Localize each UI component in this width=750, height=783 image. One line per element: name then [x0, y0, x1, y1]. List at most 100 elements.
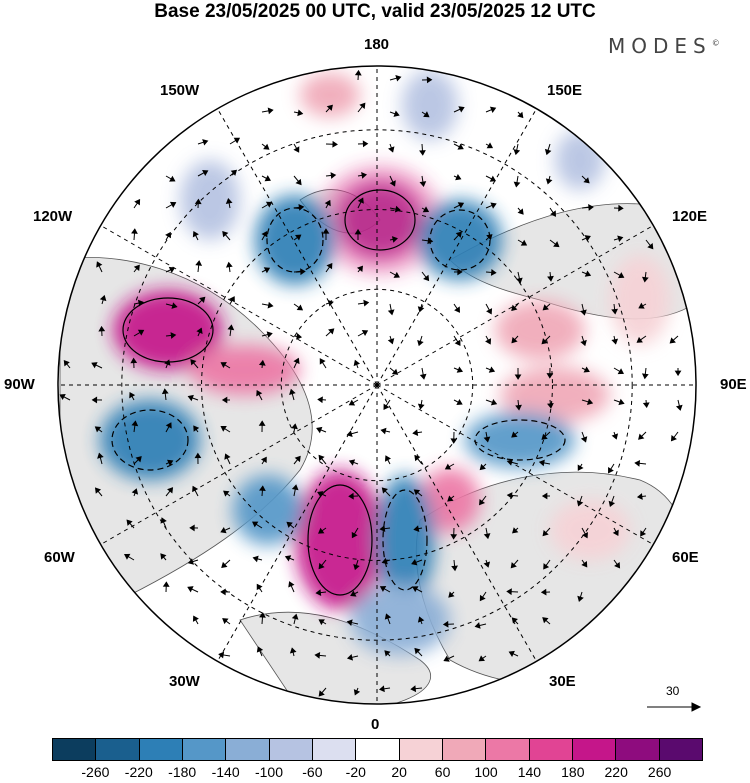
wind-arrowhead [513, 181, 521, 188]
colorbar-cell [529, 739, 573, 760]
wind-arrowhead [447, 495, 454, 502]
wind-arrowhead [384, 455, 391, 462]
wind-arrowhead [192, 230, 199, 238]
wind-arrowhead [455, 173, 462, 181]
wind-arrowhead [513, 149, 521, 156]
wind-arrowhead [384, 650, 391, 657]
wind-arrowhead [379, 525, 386, 533]
meridian-line [376, 384, 654, 545]
graticule [58, 66, 696, 704]
wind-arrowhead [220, 425, 227, 432]
wind-arrowhead [346, 430, 353, 437]
wind-arrowhead [547, 402, 554, 409]
wind-arrowhead [63, 360, 70, 367]
wind-arrowhead [517, 208, 524, 215]
wind-arrowhead [351, 531, 358, 539]
wind-arrowhead [381, 557, 388, 565]
wind-arrowhead [298, 204, 305, 211]
wind-arrowhead [669, 337, 676, 344]
colorbar-cell [139, 739, 183, 760]
wind-arrowhead [419, 181, 427, 187]
wind-arrowhead [516, 277, 523, 284]
wind-arrowhead [98, 325, 106, 332]
latitude-circle [121, 129, 633, 641]
wind-arrowhead [222, 618, 229, 625]
wind-arrowhead [456, 366, 464, 373]
wind-arrowhead [618, 204, 624, 212]
wind-arrowhead [318, 690, 325, 697]
wind-arrowhead [451, 565, 458, 572]
wind-arrowhead [251, 521, 259, 528]
wind-arrowhead [126, 519, 133, 526]
wind-arrowhead [223, 490, 230, 497]
wind-arrowhead [634, 459, 641, 467]
lon-label-0: 0 [371, 716, 380, 733]
colorbar-tick-label: 20 [391, 764, 407, 780]
colorbar-tick-label: -20 [345, 764, 366, 780]
wind-arrowhead [193, 425, 200, 432]
latitude-circle [280, 288, 474, 482]
wind-arrowhead [490, 269, 497, 276]
wind-arrowhead [510, 562, 517, 569]
wind-arrowhead [353, 563, 360, 571]
wind-arrowhead [187, 394, 194, 402]
wind-arrowhead [220, 527, 227, 534]
wind-arrowhead [297, 109, 304, 117]
lon-label-60w: 60W [44, 549, 75, 566]
wind-arrowhead [318, 619, 325, 626]
wind-arrowhead [393, 271, 400, 278]
wind-arrowhead [506, 492, 513, 499]
wind-arrowhead [230, 169, 238, 176]
latitude-circle [201, 209, 553, 561]
wind-arrowhead [131, 488, 139, 495]
lon-label-30e: 30E [549, 673, 576, 690]
wind-arrowhead [350, 590, 357, 597]
wind-arrowhead [444, 463, 452, 470]
wind-arrowhead [359, 102, 366, 109]
colorbar-cell [226, 739, 270, 760]
wind-arrowhead [419, 373, 427, 380]
brand-logo: MODES© [608, 34, 720, 58]
wind-arrowhead [256, 646, 264, 653]
wind-arrowhead [577, 595, 584, 602]
wind-arrowhead [167, 487, 174, 494]
wind-arrowhead [545, 178, 553, 185]
wind-arrowhead [264, 175, 271, 182]
wind-arrowhead [129, 391, 136, 399]
wind-arrowhead [256, 389, 263, 397]
wind-arrowhead [542, 304, 549, 311]
wind-arrowhead [362, 140, 369, 148]
wind-arrowhead [391, 236, 398, 243]
wind-arrowhead [384, 613, 392, 620]
wind-arrowhead [295, 234, 302, 241]
wind-arrowhead [225, 261, 233, 268]
wind-arrowhead [577, 464, 584, 471]
wind-arrowhead [486, 308, 493, 315]
wind-arrowhead [59, 394, 66, 401]
wind-arrowhead [417, 339, 424, 347]
wind-arrowhead [194, 452, 202, 459]
wind-arrowhead [387, 309, 395, 316]
wind-arrowhead [388, 146, 395, 153]
wind-arrowhead [618, 398, 625, 406]
wind-arrowhead [294, 455, 301, 463]
colorbar-cell [96, 739, 140, 760]
wind-arrowhead [169, 175, 176, 182]
wind-arrowhead [327, 299, 334, 307]
wind-arrowhead [346, 619, 353, 626]
wind-arrowhead [284, 555, 292, 562]
wind-arrowhead [412, 586, 419, 593]
wind-arrowhead [332, 140, 338, 148]
meridian-line [376, 225, 654, 386]
wind-arrowhead [227, 324, 235, 331]
colorbar-tick-label: -180 [168, 764, 197, 780]
wind-arrowhead [267, 301, 274, 309]
wind-arrowhead [455, 231, 462, 238]
wind-arrowhead [169, 201, 177, 208]
wind-arrowhead [514, 374, 522, 380]
wind-arrowhead [291, 484, 299, 491]
wind-arrowhead [354, 69, 362, 76]
wind-arrowhead [508, 650, 515, 658]
colorbar-tick-label: 260 [647, 764, 672, 780]
wind-arrowhead [581, 531, 588, 539]
